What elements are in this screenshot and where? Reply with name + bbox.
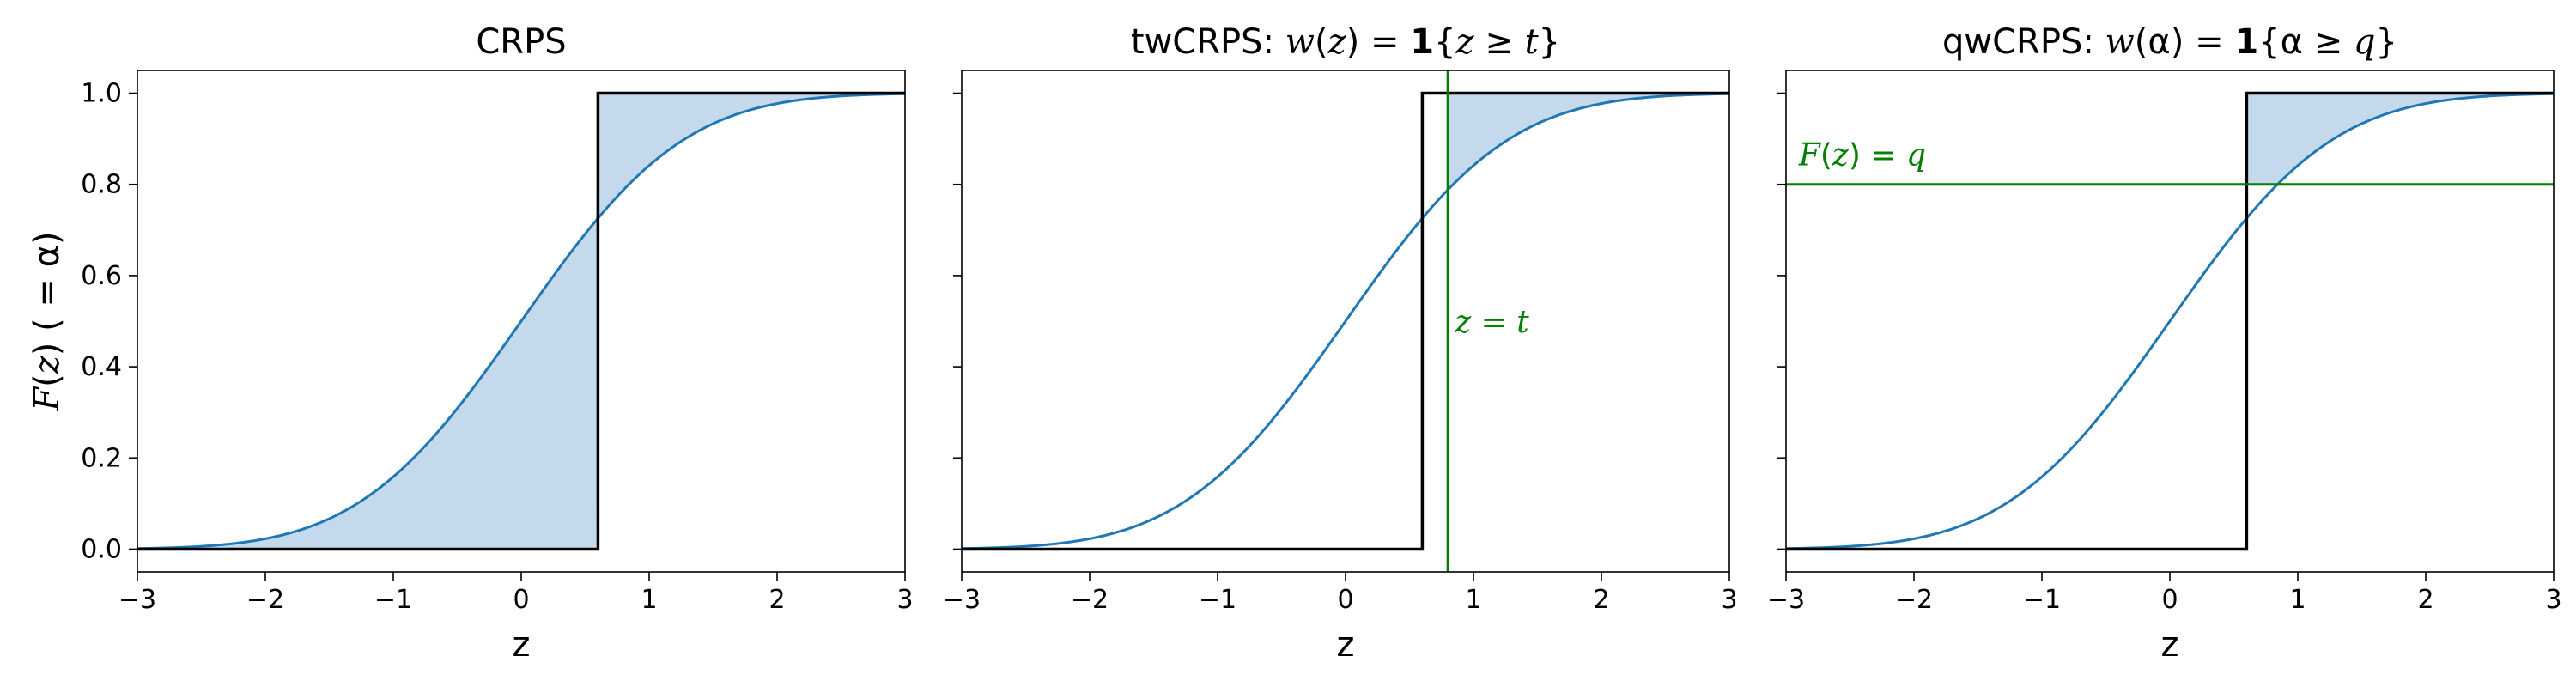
threshold-label: z = t [1454,305,1529,340]
x-tick-label: 3 [1721,585,1737,615]
shaded-area [1448,93,1729,191]
subplot-3: F(z) = q −3 −2 −1 0 1 2 3 qwCRPS: w(α) = 1{α ≥ q… [1767,22,2562,665]
y-tick-label: 0.8 [81,170,122,200]
x-tick-label: 3 [896,585,913,615]
x-tick-label: −2 [1071,585,1109,615]
x-axis-label: z [513,625,531,665]
y-axis-label: F(z) ( = α) [27,231,67,411]
x-tick-label: 2 [769,585,785,615]
subplot-title: CRPS [476,22,566,62]
threshold-label: F(z) = q [1798,138,1926,173]
x-tick-label: −3 [1767,585,1805,615]
subplot-title: qwCRPS: w(α) = 1{α ≥ q} [1942,22,2397,62]
y-tick-label: 1.0 [81,79,122,109]
y-tick-label: 0.0 [81,534,122,564]
step-line [962,91,1729,551]
x-axis-label: z [2161,625,2179,665]
y-tick-label: 0.4 [81,352,122,382]
x-tick-label: 0 [1337,585,1353,615]
y-tick-label: 0.2 [81,443,122,473]
x-tick-label: 1 [641,585,657,615]
subplot-2: z = t −3 −2 −1 0 1 2 3 twCRPS: w(z) = 1{z ≥ t} z [943,22,1738,665]
x-tick-label: 2 [2417,585,2433,615]
x-tick-label: −1 [374,585,412,615]
x-tick-label: 1 [1465,585,1481,615]
x-tick-label: −1 [2023,585,2061,615]
x-tick-label: −1 [1199,585,1236,615]
cdf-line [961,92,1730,550]
x-tick-label: 0 [513,585,529,615]
x-tick-label: −2 [246,585,284,615]
x-tick-label: −3 [943,585,981,615]
x-tick-label: 3 [2545,585,2561,615]
subplot-1: −3 −2 −1 0 1 2 3 0.0 0.2 0.4 0.6 0.8 1.0 CRPS z F(z) ( … [27,22,914,665]
step-line [137,91,905,551]
x-tick-label: −2 [1895,585,1933,615]
step-line [1786,91,2554,551]
x-axis-label: z [1337,625,1355,665]
x-tick-label: −3 [118,585,156,615]
x-tick-label: 0 [2161,585,2178,615]
shaded-area [2246,93,2554,185]
subplot-title: twCRPS: w(z) = 1{z ≥ t} [1131,22,1560,62]
cdf-line [1785,92,2555,550]
cdf-line [137,92,906,550]
x-tick-label: 2 [1593,585,1609,615]
x-tick-label: 1 [2289,585,2306,615]
y-tick-label: 0.6 [81,261,122,291]
